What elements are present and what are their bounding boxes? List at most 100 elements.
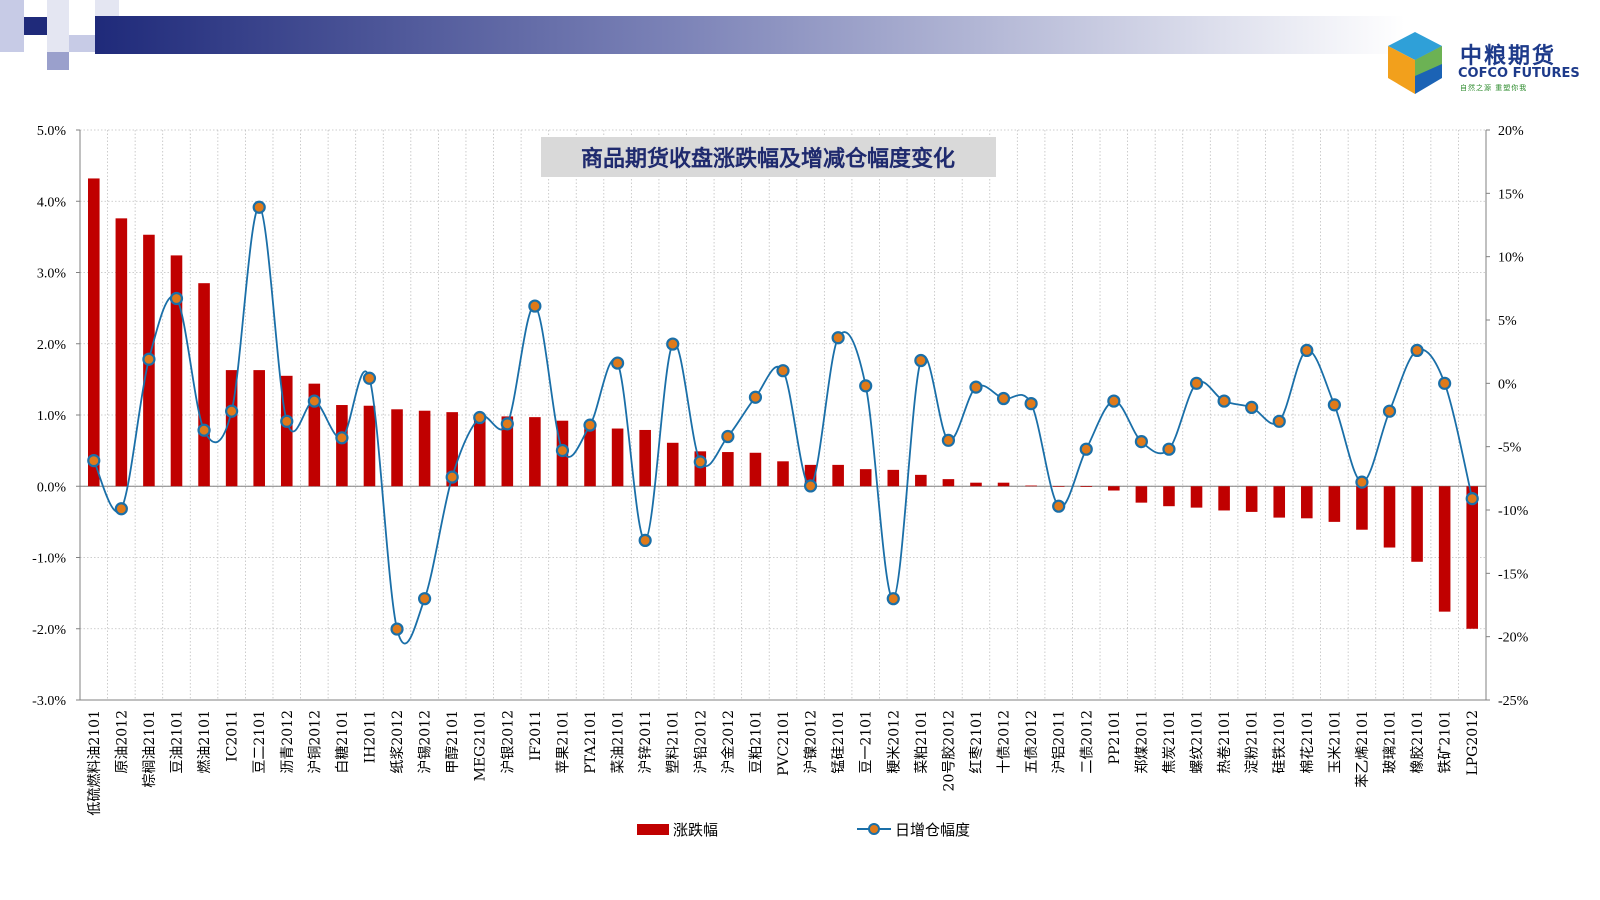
- legend-label-bar: 涨跌幅: [673, 821, 718, 839]
- x-tick-label: 燃油2101: [196, 710, 213, 774]
- bar-IF2011: [529, 417, 541, 487]
- point-沪铜2012: [307, 394, 321, 408]
- bar-IH2011: [363, 405, 376, 487]
- point-沪铅2012: [693, 455, 707, 469]
- x-tick-label: 沪铜2012: [307, 710, 323, 774]
- x-tick-label: 塑料2101: [666, 710, 682, 774]
- bar-硅铁2101: [1273, 486, 1286, 518]
- bar-沥青2012: [280, 375, 293, 487]
- x-tick-label: 红枣2101: [969, 710, 985, 774]
- x-tick-label: 苯乙烯2101: [1354, 710, 1371, 788]
- bar-二债2012: [1080, 486, 1093, 487]
- bar-热卷2101: [1218, 486, 1230, 511]
- point-燃油2101: [197, 423, 211, 437]
- bar-沪锡2012: [418, 410, 431, 487]
- series-line-日增仓幅度: [92, 206, 1474, 645]
- point-棉花2101: [1300, 343, 1314, 357]
- point-郑煤2011: [1134, 435, 1148, 449]
- point-沪铝2011: [1052, 499, 1066, 513]
- brand-logo: 中粮期货 COFCO FUTURES 自然之源 重塑你我: [1380, 28, 1580, 98]
- x-tick-label: PP2101: [1107, 710, 1123, 764]
- y-right-tick-label: 10%: [1498, 251, 1524, 266]
- point-沪锡2012: [418, 592, 432, 606]
- x-tick-label: 苹果2101: [555, 710, 571, 774]
- y-right-tick-label: -5%: [1498, 441, 1522, 456]
- y-right-tick-label: -10%: [1498, 504, 1529, 519]
- point-低硫燃料油2101: [87, 454, 101, 468]
- header-square: [0, 0, 24, 52]
- x-tick-label: IC2011: [225, 710, 241, 762]
- point-锰硅2101: [831, 331, 845, 345]
- x-tick-label: 纸浆2012: [390, 710, 406, 774]
- x-tick-label: 沪金2012: [721, 710, 737, 774]
- bar-PTA2101: [584, 422, 596, 487]
- x-tick-label: 热卷2101: [1217, 710, 1233, 774]
- x-tick-label: 玉米2101: [1327, 710, 1343, 774]
- point-甲醇2101: [445, 470, 459, 484]
- x-tick-label: 豆二2101: [252, 710, 268, 774]
- bar-豆一2101: [859, 469, 872, 487]
- x-tick-label: LPG2012: [1465, 710, 1481, 776]
- bar-锰硅2101: [832, 464, 844, 487]
- point-豆一2101: [859, 379, 873, 393]
- bar-棉花2101: [1301, 486, 1313, 519]
- header-square: [47, 0, 69, 52]
- x-tick-label: 菜油2101: [611, 710, 627, 774]
- x-tick-label: 铁矿2101: [1438, 710, 1454, 774]
- point-PVC2101: [776, 364, 790, 378]
- bar-PP2101: [1108, 486, 1120, 491]
- point-十债2012: [996, 391, 1011, 406]
- y-right-tick-label: -15%: [1498, 567, 1529, 582]
- legend-label-line: 日增仓幅度: [895, 821, 970, 839]
- header-square: [24, 17, 47, 35]
- x-tick-label: 硅铁2101: [1272, 710, 1288, 774]
- y-left-tick-label: 3.0%: [37, 267, 67, 282]
- y-left-tick-label: -2.0%: [32, 623, 66, 638]
- chart-title: 商品期货收盘涨跌幅及增减仓幅度变化: [581, 146, 955, 172]
- point-豆二2101: [252, 200, 266, 214]
- x-tick-label: 豆粕2101: [748, 710, 764, 774]
- header-gradient-bar: [95, 16, 1405, 54]
- bar-白糖2101: [336, 405, 348, 487]
- bar-郑煤2011: [1135, 486, 1148, 503]
- bar-五债2012: [1025, 485, 1037, 487]
- point-苹果2101: [555, 443, 570, 458]
- y-left-tick-label: 5.0%: [37, 124, 67, 139]
- bar-焦炭2101: [1163, 486, 1175, 507]
- x-tick-label: 甲醇2101: [444, 710, 461, 774]
- point-棕榈油2101: [142, 352, 156, 366]
- legend-swatch-bar: [637, 824, 669, 835]
- x-tick-label: 十债2012: [997, 710, 1013, 774]
- x-tick-label: 原油2012: [114, 710, 130, 774]
- point-玉米2101: [1327, 398, 1341, 412]
- bar-燃油2101: [198, 283, 210, 487]
- x-tick-label: 玻璃2101: [1382, 710, 1399, 774]
- header-square: [69, 35, 95, 52]
- bar-MEG2101: [473, 415, 486, 487]
- x-tick-label: 二债2012: [1079, 710, 1095, 774]
- bar-橡胶2101: [1411, 486, 1423, 562]
- x-tick-label: 白糖2101: [335, 710, 351, 774]
- x-tick-label: 豆一2101: [859, 710, 875, 774]
- bar-豆油2101: [170, 255, 183, 487]
- bar-苯乙烯2101: [1356, 486, 1368, 530]
- x-tick-label: 沪镍2012: [804, 710, 820, 774]
- bar-低硫燃料油2101: [87, 178, 100, 487]
- x-tick-label: 豆油2101: [169, 710, 185, 774]
- point-沪锌2011: [638, 533, 652, 548]
- bar-铁矿2101: [1438, 486, 1451, 612]
- x-tick-label: 郑煤2011: [1134, 710, 1150, 774]
- point-纸浆2012: [390, 622, 404, 636]
- point-IC2011: [225, 404, 239, 418]
- point-粳米2012: [886, 592, 900, 606]
- bar-沪镍2012: [804, 464, 817, 487]
- bar-豆粕2101: [749, 452, 762, 487]
- bar-沪铜2012: [308, 383, 321, 487]
- bar-沪金2012: [722, 452, 734, 487]
- bar-沪铅2012: [694, 451, 707, 487]
- point-PP2101: [1107, 394, 1121, 408]
- point-五债2012: [1024, 397, 1038, 411]
- point-白糖2101: [335, 431, 349, 445]
- x-tick-label: 淀粉2101: [1245, 710, 1261, 774]
- point-沪银2012: [500, 417, 514, 431]
